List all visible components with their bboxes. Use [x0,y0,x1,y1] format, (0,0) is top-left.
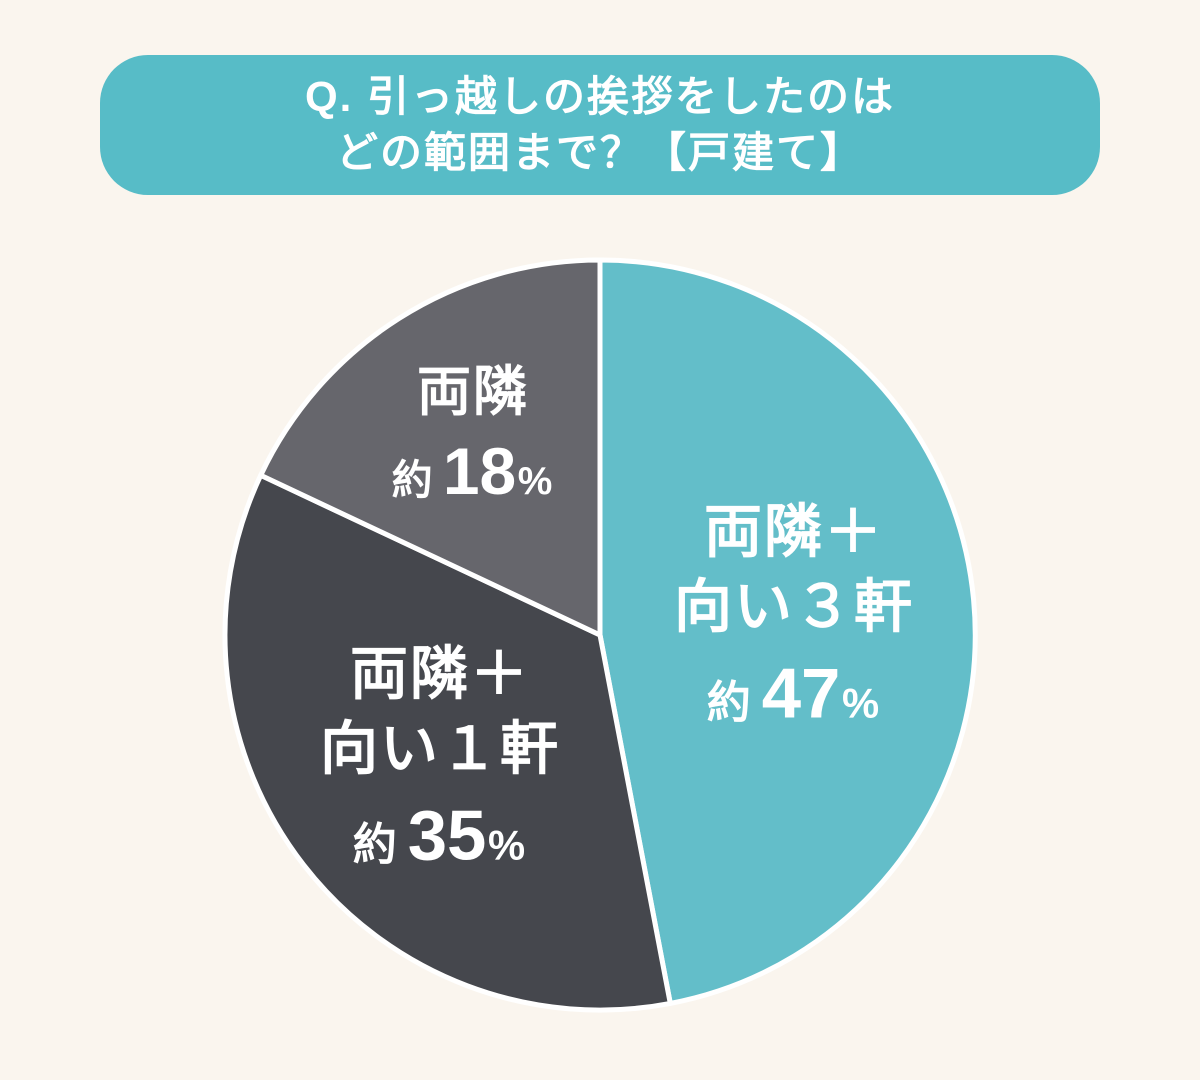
percent-sign: % [517,460,555,504]
title-banner: Q. 引っ越しの挨拶をしたのは どの範囲まで？【戸建て】 [100,55,1100,195]
approx-prefix: 約 [391,457,435,504]
percent-value: 47 [761,653,841,733]
pie-chart: 両隣＋ 向い３軒約 47% 両隣＋ 向い１軒約 35% 両隣約 18% [0,210,1200,1070]
slice-percent: 約 18% [392,429,555,515]
title-line-2: どの範囲まで？【戸建て】 [335,129,864,176]
pie-slice-2 [222,472,673,1013]
approx-prefix: 約 [352,820,399,870]
percent-value: 18 [442,434,517,509]
title-line-1: Q. 引っ越しの挨拶をしたのは [304,72,895,120]
slice-percent: 約 47% [674,647,914,739]
slice-label-3: 両隣約 18% [392,357,555,515]
pie-svg [222,257,978,1013]
pie-slice-1 [597,257,978,1006]
slice-percent: 約 35% [320,789,560,881]
percent-value: 35 [407,795,487,875]
percent-sign: % [488,821,528,869]
pie-slice-3 [258,257,603,638]
slice-name-line: 向い３軒 [673,575,915,641]
slice-label-2: 両隣＋ 向い１軒約 35% [320,637,560,882]
approx-prefix: 約 [706,678,753,728]
slice-name-line: 向い１軒 [319,717,561,783]
percent-sign: % [842,679,882,727]
slice-name-line: 両隣＋ [349,641,531,707]
slice-name-line: 両隣＋ [703,499,885,565]
slice-name-line: 両隣 [416,362,529,423]
pie-labels: 両隣＋ 向い３軒約 47% 両隣＋ 向い１軒約 35% 両隣約 18% [0,210,1200,1070]
slice-label-1: 両隣＋ 向い３軒約 47% [674,495,914,740]
